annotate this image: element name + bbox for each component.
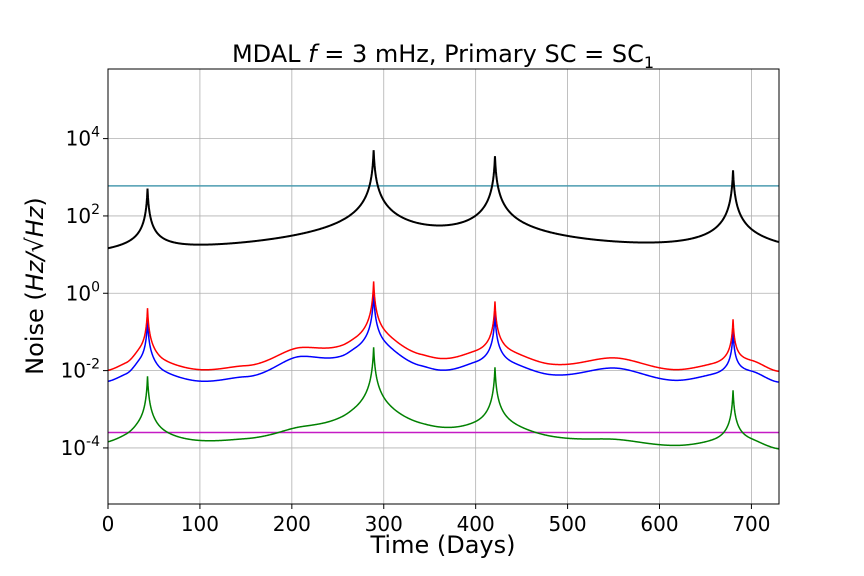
y-tick-label: 10-2 [61, 357, 100, 383]
x-axis-title: Time (Days) [370, 531, 516, 559]
x-tick-label: 100 [181, 512, 219, 536]
x-tick-label: 200 [273, 512, 311, 536]
series-line-4 [107, 150, 780, 250]
y-tick-base: 10 [61, 436, 86, 460]
series-layer [107, 150, 780, 450]
x-tick-label: 300 [365, 512, 403, 536]
title-f-value: = 3 mHz, Primary SC = SC [317, 40, 644, 68]
y-tick-base: 10 [66, 204, 91, 228]
x-tick-label: 500 [548, 512, 586, 536]
y-tick-label: 102 [66, 202, 100, 228]
x-tick-label: 400 [457, 512, 495, 536]
y-tick-base: 10 [66, 127, 91, 151]
y-tick-exponent: 2 [91, 202, 100, 218]
y-tick-label: 10-4 [61, 434, 101, 460]
y-axis-title-suffix: ) [21, 197, 49, 206]
series-line-3 [107, 281, 780, 373]
y-tick-exponent: 4 [91, 125, 100, 141]
y-tick-label: 100 [66, 279, 100, 305]
y-tick-label: 104 [66, 125, 100, 151]
y-tick-exponent: -2 [86, 357, 100, 373]
title-prefix: MDAL [232, 40, 308, 68]
series-line-1 [107, 347, 780, 450]
x-tick-label: 0 [102, 512, 115, 536]
y-tick-base: 10 [66, 281, 91, 305]
x-tick-label: 600 [640, 512, 678, 536]
x-axis-ticks: 0 100 200 300 400 500 600 700 [102, 504, 771, 536]
plot-frame [107, 68, 780, 505]
y-tick-exponent: 0 [91, 279, 100, 295]
y-tick-base: 10 [61, 359, 86, 383]
series-line-2 [107, 292, 780, 383]
title-subscript: 1 [644, 53, 654, 72]
y-axis-title-unit: Hz/√Hz [21, 205, 49, 291]
y-axis-title: Noise (Hz/√Hz) [21, 197, 49, 375]
y-tick-exponent: -4 [86, 434, 100, 450]
x-tick-label: 700 [732, 512, 770, 536]
chart-title: MDAL f = 3 mHz, Primary SC = SC1 [232, 40, 654, 72]
y-axis-title-prefix: Noise ( [21, 291, 49, 375]
grid [107, 69, 779, 504]
